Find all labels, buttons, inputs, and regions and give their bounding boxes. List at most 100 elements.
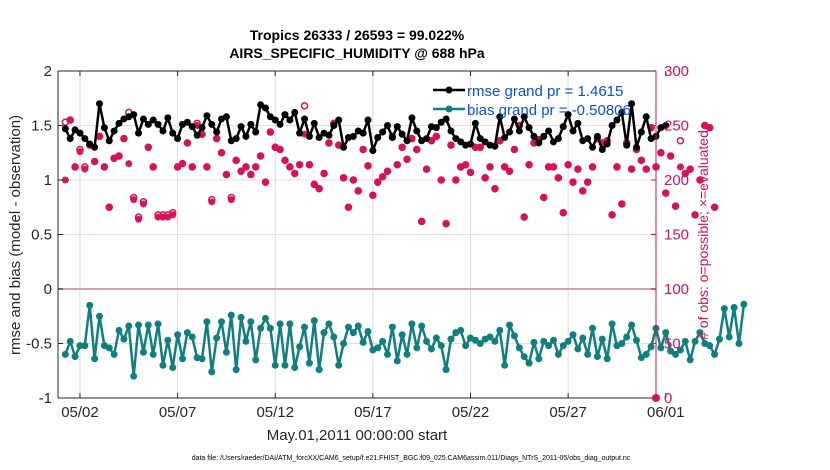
bias-point — [349, 329, 357, 337]
bias-point — [169, 363, 177, 371]
obs-mark-d2 — [154, 213, 162, 221]
legend-rmse-text: rmse grand pr = 1.4615 — [467, 83, 623, 100]
obs-mark-d2 — [135, 216, 142, 223]
obs-mark-d2 — [169, 211, 176, 219]
obs-evaluated-point — [486, 163, 494, 171]
bias-point — [696, 329, 704, 337]
bias-point — [164, 336, 172, 344]
obs-evaluated-point — [564, 161, 572, 169]
bias-point — [632, 336, 640, 344]
right-tick-label: 200 — [664, 172, 689, 189]
obs-evaluated-point — [423, 165, 431, 173]
rmse-point — [276, 120, 284, 128]
bias-point — [105, 344, 113, 352]
bias-point — [120, 335, 128, 343]
rmse-point — [188, 123, 196, 131]
bias-point — [159, 361, 167, 369]
obs-mark-d2 — [223, 171, 230, 178]
rmse-point — [491, 142, 499, 150]
obs-evaluated-point — [218, 149, 226, 157]
bias-point — [647, 343, 655, 351]
obs-evaluated-point — [81, 165, 89, 173]
bias-point — [203, 318, 211, 326]
obs-mark-d2 — [96, 133, 103, 140]
bias-point — [340, 340, 348, 347]
obs-evaluated-point — [540, 193, 548, 201]
bias-point — [608, 320, 616, 328]
obs-evaluated-point — [437, 176, 445, 184]
obs-mark-d2 — [228, 196, 235, 203]
obs-evaluated-point — [637, 156, 645, 164]
obs-mark-d2 — [301, 131, 308, 138]
rmse-point — [466, 140, 474, 148]
obs-mark-d2 — [62, 176, 69, 184]
obs-possible-point — [300, 102, 309, 110]
rmse-point — [291, 108, 299, 116]
obs-evaluated-point — [662, 189, 670, 197]
obs-mark-d2 — [398, 144, 406, 151]
obs-evaluated-point — [374, 178, 382, 186]
rmse-point — [388, 133, 396, 141]
obs-mark-d2 — [355, 187, 362, 195]
left-tick-label: -0.5 — [26, 336, 52, 353]
bias-point — [564, 337, 572, 345]
obs-evaluated-point — [183, 139, 191, 147]
obs-evaluated-point — [130, 196, 138, 204]
obs-evaluated-point — [691, 211, 699, 219]
rmse-point — [242, 132, 250, 140]
obs-mark-d2 — [350, 176, 357, 184]
obs-mark-d2 — [306, 161, 313, 168]
bias-point — [95, 312, 103, 320]
bias-point — [66, 337, 74, 345]
rmse-point — [574, 119, 582, 127]
obs-evaluated-point — [418, 217, 426, 225]
obs-mark-d2 — [433, 133, 440, 140]
rmse-point — [154, 120, 162, 128]
obs-mark-d2 — [486, 163, 494, 171]
rmse-point — [662, 122, 670, 129]
bias-point — [364, 328, 372, 336]
bias-point — [296, 343, 304, 351]
rmse-point — [603, 140, 611, 148]
rmse-point — [335, 116, 343, 124]
right-tick-label: 300 — [664, 63, 689, 80]
obs-evaluated-point — [466, 168, 474, 176]
rmse-point — [408, 114, 416, 122]
bias-point — [598, 335, 606, 343]
obs-evaluated-point — [462, 161, 470, 169]
obs-evaluated-point — [208, 198, 216, 206]
obs-mark-d2 — [442, 220, 450, 227]
rmse-point — [76, 129, 84, 137]
obs-mark-d2 — [237, 168, 245, 175]
rmse-point — [471, 119, 479, 127]
obs-evaluated-point — [676, 163, 684, 171]
obs-evaluated-point — [628, 165, 636, 173]
bias-point — [403, 350, 411, 358]
rmse-point — [608, 122, 616, 129]
obs-evaluated-point — [281, 156, 289, 164]
bias-point — [569, 331, 577, 339]
rmse-point — [589, 143, 597, 151]
obs-mark-d2 — [320, 170, 328, 177]
obs-mark-d2 — [189, 163, 196, 171]
obs-mark-d2 — [550, 163, 557, 171]
rmse-point — [442, 115, 450, 123]
right-tick-label: 50 — [664, 336, 681, 353]
bias-point — [559, 342, 567, 350]
rmse-point — [139, 115, 147, 123]
obs-mark-d2 — [691, 211, 699, 219]
bias-point — [442, 366, 450, 374]
obs-zero-marker — [652, 394, 660, 402]
obs-mark-d2 — [208, 198, 215, 206]
obs-evaluated-point — [188, 163, 196, 171]
obs-mark-d2 — [613, 163, 621, 171]
bias-point — [725, 333, 733, 341]
obs-mark-d2 — [66, 116, 74, 124]
obs-mark-d2 — [506, 168, 513, 175]
bias-point — [437, 342, 445, 350]
obs-evaluated-point — [174, 163, 182, 171]
bias-point — [525, 359, 533, 367]
obs-mark-d2 — [608, 211, 616, 219]
obs-evaluated-point — [125, 160, 133, 168]
x-tick-label: 06/01 — [647, 404, 685, 421]
